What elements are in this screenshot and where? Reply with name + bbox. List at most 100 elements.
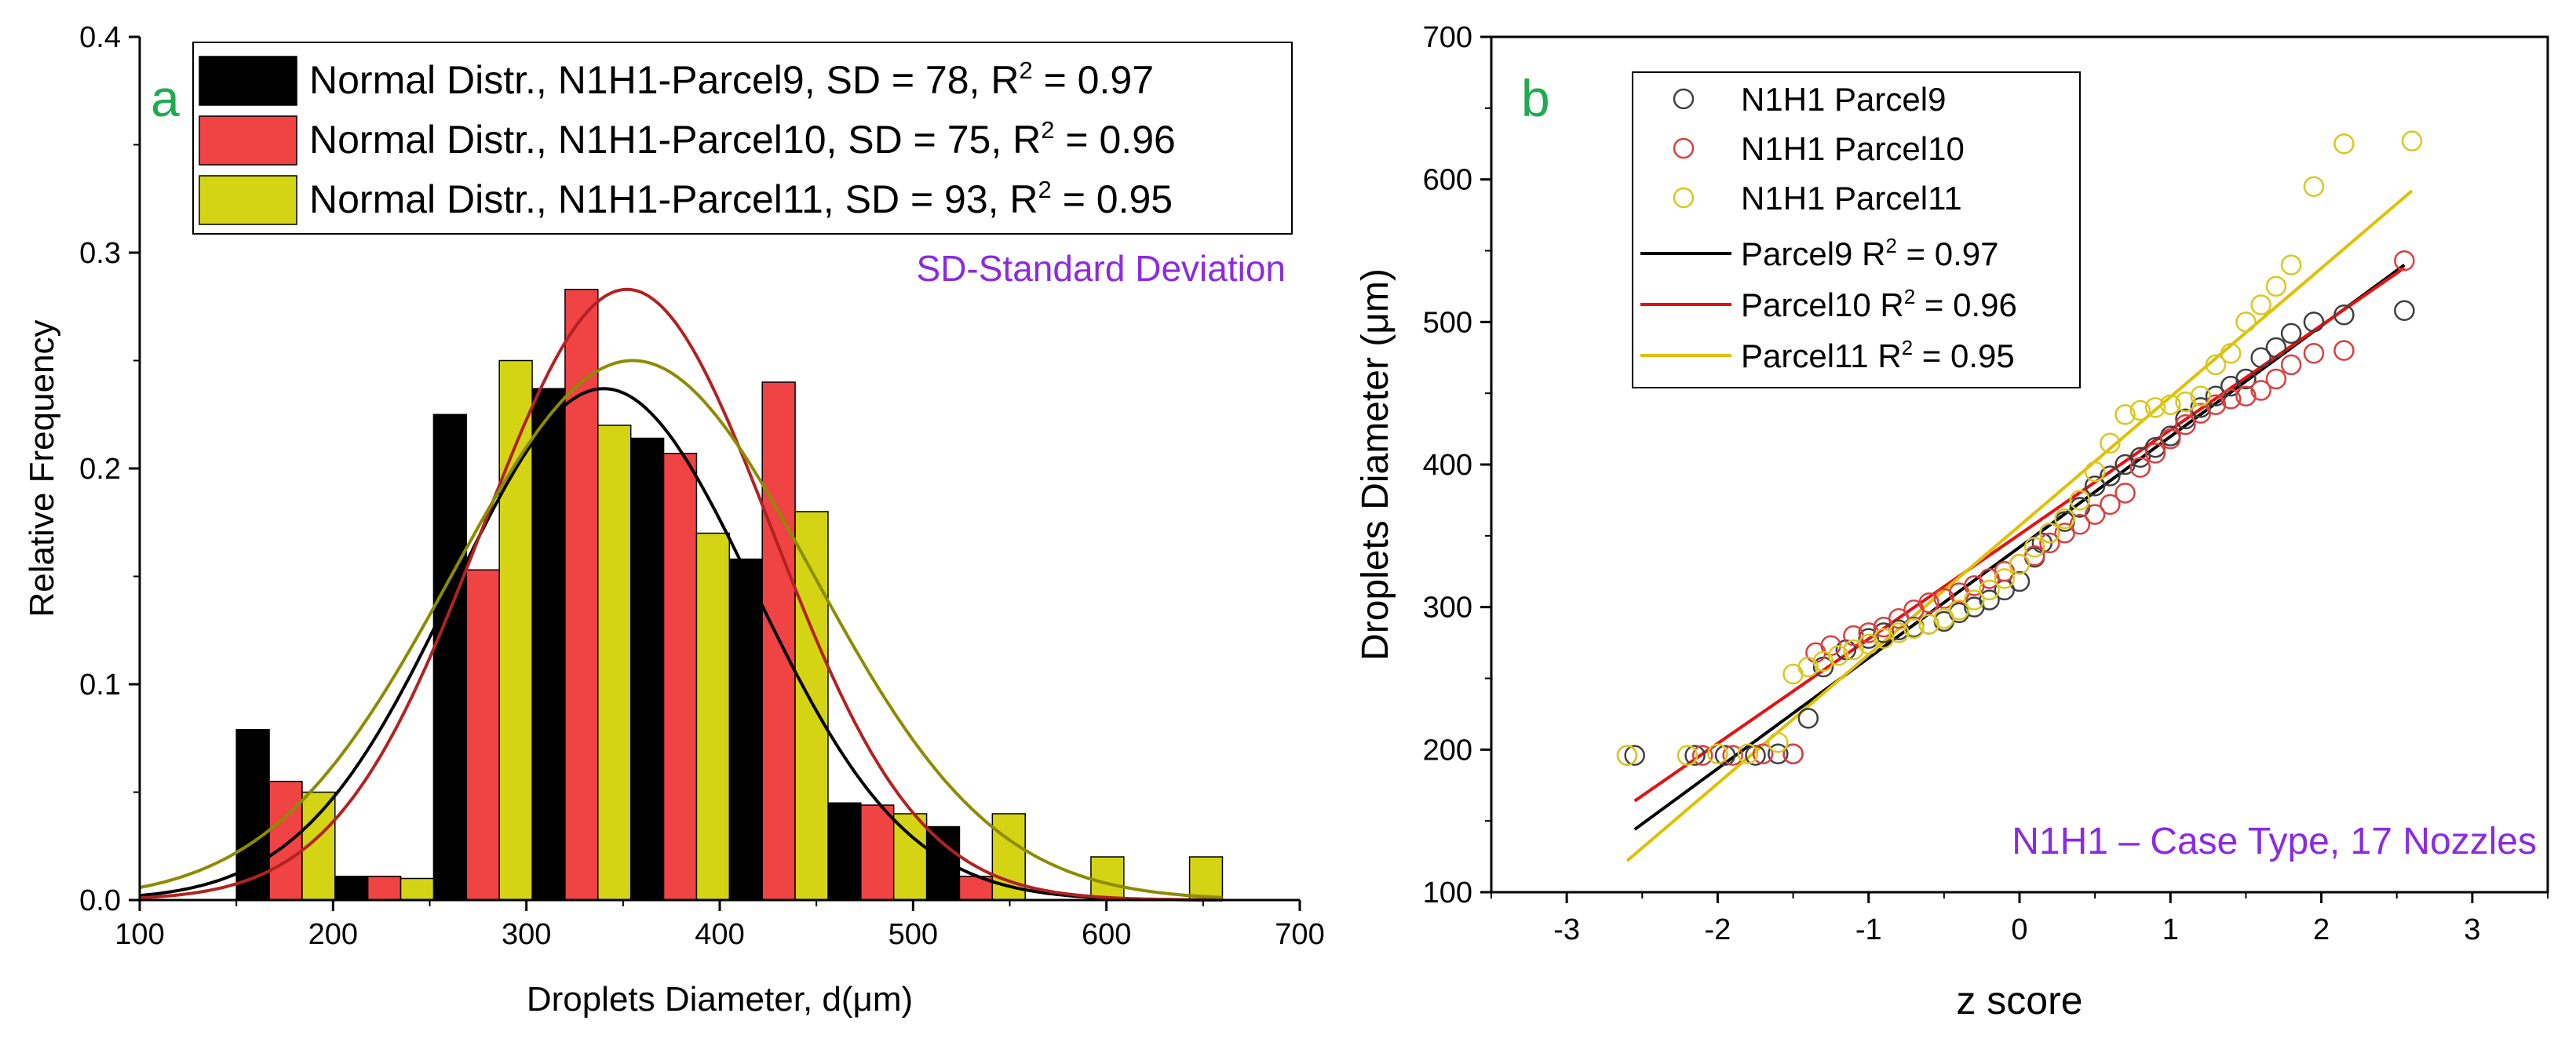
point-n1h1-parcel9-4 <box>1768 743 1789 765</box>
bar-n1h1-parcel11-9 <box>1188 856 1224 901</box>
x-tick-label: 400 <box>695 918 744 951</box>
point-n1h1-parcel11-13 <box>1903 618 1925 640</box>
point-n1h1-parcel11-28 <box>2129 399 2151 421</box>
point-n1h1-parcel11-9 <box>1843 639 1864 661</box>
y-tick-label: 0.0 <box>79 884 121 917</box>
point-n1h1-parcel9-19 <box>2009 570 2031 592</box>
bar-n1h1-parcel10-0 <box>268 781 303 901</box>
x-tick-label: 300 <box>502 918 551 951</box>
point-n1h1-parcel9-26 <box>2100 465 2121 487</box>
x-tick-label: 1 <box>2162 913 2179 946</box>
point-n1h1-parcel9-28 <box>2129 446 2151 468</box>
point-n1h1-parcel10-37 <box>2303 343 2325 364</box>
y-tick-label: 100 <box>1423 877 1472 909</box>
legend-fit-label-sup: 2 <box>1904 285 1915 308</box>
point-n1h1-parcel10-25 <box>2114 483 2136 504</box>
fit-line-n1h1-parcel11 <box>1626 189 2414 862</box>
legend-fit-label-value: = 0.97 <box>1897 235 1999 272</box>
point-n1h1-parcel9-9 <box>1858 628 1879 649</box>
bar-n1h1-parcel10-1 <box>367 876 402 901</box>
point-n1h1-parcel11-35 <box>2235 312 2257 333</box>
point-n1h1-parcel10-3 <box>1752 743 1774 765</box>
legend-label-n1h1-parcel10-main: Normal Distr., N1H1-Parcel10, SD = 75, R <box>309 118 1041 162</box>
point-n1h1-parcel11-21 <box>2023 537 2045 558</box>
point-n1h1-parcel10-29 <box>2175 414 2196 436</box>
x-tick-label: 3 <box>2464 913 2480 946</box>
legend-label-n1h1-parcel9-main: Normal Distr., N1H1-Parcel9, SD = 78, R <box>309 58 1019 102</box>
point-n1h1-parcel10-32 <box>2220 388 2242 410</box>
bar-n1h1-parcel9-7 <box>925 826 961 901</box>
bar-n1h1-parcel9-1 <box>334 876 369 901</box>
legend-label-n1h1-parcel10-sup: 2 <box>1041 116 1054 144</box>
point-n1h1-parcel9-10 <box>1873 622 1895 643</box>
panel-b-qq-plot: -3 -2 -1 0 1 2 3 100 200 300 400 500 600 700 z score Dr… <box>1355 21 2549 1022</box>
annotation-sd: SD-Standard Deviation <box>917 248 1286 289</box>
point-n1h1-parcel9-6 <box>1797 708 1819 729</box>
x-tick-label: -2 <box>1705 913 1731 946</box>
point-n1h1-parcel11-18 <box>1979 579 2000 601</box>
point-n1h1-parcel10-1 <box>1691 745 1713 766</box>
point-n1h1-parcel11-39 <box>2303 176 2325 197</box>
legend-label-n1h1-parcel9-value: = 0.97 <box>1033 58 1154 102</box>
legend-label-n1h1-parcel11-value: = 0.95 <box>1052 177 1173 221</box>
y-tick-label: 0.1 <box>79 669 121 702</box>
x-axis-label: z score <box>1956 979 2082 1022</box>
point-n1h1-parcel11-12 <box>1888 622 1910 643</box>
legend-marker-n1h1-parcel11 <box>1673 187 1695 209</box>
point-n1h1-parcel9-1 <box>1684 745 1706 766</box>
point-n1h1-parcel11-1 <box>1677 745 1698 766</box>
x-tick-label: 100 <box>115 918 164 951</box>
point-n1h1-parcel11-19 <box>1994 568 2016 589</box>
point-n1h1-parcel11-30 <box>2160 394 2181 415</box>
point-n1h1-parcel10-38 <box>2333 340 2355 361</box>
point-n1h1-parcel10-35 <box>2265 368 2287 390</box>
y-axis-label: Relative Frequency <box>23 319 61 617</box>
x-tick-label: 200 <box>308 918 358 951</box>
legend-fit-label-sup: 2 <box>1902 336 1913 359</box>
bar-n1h1-parcel9-4 <box>629 437 665 901</box>
bar-n1h1-parcel10-4 <box>662 453 698 901</box>
point-n1h1-parcel11-14 <box>1918 614 1939 635</box>
legend-fit-label: Parcel10 R2 = 0.96 <box>1741 285 2017 323</box>
bar-n1h1-parcel11-8 <box>1090 856 1125 901</box>
legend-label: N1H1 Parcel10 <box>1741 130 1965 167</box>
point-n1h1-parcel11-6 <box>1797 656 1819 678</box>
legend-label-n1h1-parcel11-sup: 2 <box>1038 176 1052 203</box>
point-n1h1-parcel9-3 <box>1745 745 1766 766</box>
point-n1h1-parcel10-36 <box>2280 354 2302 376</box>
fit-curve-n1h1-parcel9 <box>139 387 1223 902</box>
point-n1h1-parcel10-20 <box>2039 532 2060 554</box>
point-n1h1-parcel11-20 <box>2009 553 2031 575</box>
x-tick-label: -3 <box>1553 913 1580 946</box>
y-tick-label: 600 <box>1423 164 1472 197</box>
x-tick-label: -1 <box>1855 913 1882 946</box>
bar-n1h1-parcel9-3 <box>531 388 566 901</box>
point-n1h1-parcel10-12 <box>1918 592 1939 614</box>
legend-swatch-n1h1-parcel10 <box>199 115 297 166</box>
point-n1h1-parcel9-40 <box>2333 304 2355 326</box>
point-n1h1-parcel11-3 <box>1737 743 1759 765</box>
point-n1h1-parcel10-8 <box>1858 622 1879 643</box>
bar-n1h1-parcel11-4 <box>695 532 731 901</box>
point-n1h1-parcel9-41 <box>2394 300 2415 322</box>
point-n1h1-parcel11-32 <box>2190 385 2211 407</box>
point-n1h1-parcel10-33 <box>2235 385 2257 407</box>
legend-label-n1h1-parcel11: Normal Distr., N1H1-Parcel11, SD = 93, R… <box>309 176 1173 221</box>
point-n1h1-parcel11-34 <box>2220 343 2242 364</box>
point-n1h1-parcel10-23 <box>2084 504 2106 525</box>
panel-label-a: a <box>151 69 180 127</box>
point-n1h1-parcel11-0 <box>1616 745 1638 766</box>
x-tick-label: 700 <box>1275 918 1324 951</box>
point-n1h1-parcel9-0 <box>1624 745 1645 766</box>
point-n1h1-parcel10-28 <box>2160 428 2181 450</box>
point-n1h1-parcel9-33 <box>2205 385 2227 407</box>
legend-fit-label-value: = 0.95 <box>1913 337 2015 374</box>
legend-fit-label-main: Parcel9 R <box>1741 235 1885 272</box>
point-n1h1-parcel11-8 <box>1828 645 1849 666</box>
bar-n1h1-parcel9-2 <box>432 414 468 901</box>
point-n1h1-parcel9-17 <box>1979 589 2000 610</box>
legend-label: N1H1 Parcel11 <box>1741 180 1962 217</box>
point-n1h1-parcel9-35 <box>2235 368 2257 390</box>
x-tick-label: 500 <box>888 918 938 951</box>
legend-box <box>1632 71 2081 388</box>
